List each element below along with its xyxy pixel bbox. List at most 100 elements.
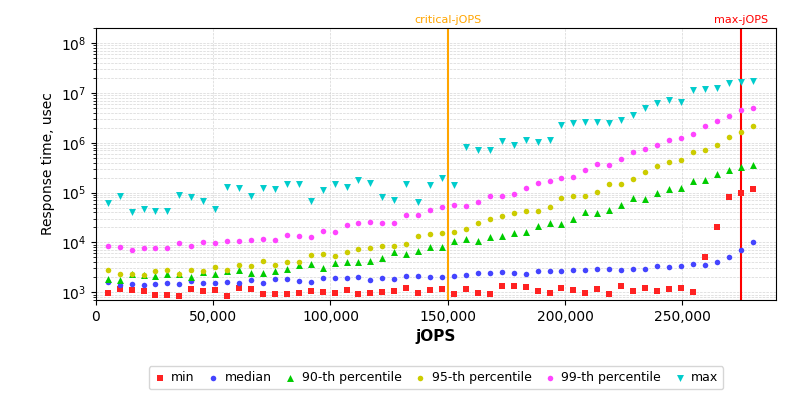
max bbox=[579, 118, 592, 125]
99-th percentile bbox=[638, 146, 651, 152]
99-th percentile bbox=[614, 156, 627, 162]
90-th percentile bbox=[424, 244, 437, 250]
median bbox=[591, 266, 604, 272]
median bbox=[114, 282, 126, 288]
95-th percentile bbox=[197, 268, 210, 274]
95-th percentile bbox=[746, 122, 759, 129]
90-th percentile bbox=[197, 269, 210, 276]
max bbox=[626, 112, 639, 118]
90-th percentile bbox=[734, 163, 747, 170]
90-th percentile bbox=[161, 271, 174, 277]
95-th percentile bbox=[257, 258, 270, 264]
95-th percentile bbox=[722, 134, 735, 140]
median bbox=[650, 263, 663, 270]
95-th percentile bbox=[531, 208, 544, 214]
median bbox=[400, 272, 413, 279]
min bbox=[340, 287, 353, 293]
99-th percentile bbox=[519, 185, 532, 192]
median bbox=[185, 278, 198, 284]
90-th percentile bbox=[650, 190, 663, 196]
max bbox=[376, 194, 389, 200]
max bbox=[161, 208, 174, 214]
max bbox=[221, 184, 234, 190]
median bbox=[149, 280, 162, 287]
95-th percentile bbox=[507, 210, 520, 216]
max bbox=[292, 181, 305, 187]
90-th percentile bbox=[483, 234, 496, 240]
90-th percentile bbox=[400, 251, 413, 257]
90-th percentile bbox=[555, 220, 568, 227]
min bbox=[507, 283, 520, 289]
90-th percentile bbox=[698, 176, 711, 183]
90-th percentile bbox=[626, 195, 639, 201]
min bbox=[173, 293, 186, 299]
median bbox=[555, 268, 568, 274]
90-th percentile bbox=[209, 271, 222, 277]
median bbox=[137, 282, 150, 288]
90-th percentile bbox=[126, 271, 138, 278]
max bbox=[483, 146, 496, 153]
95-th percentile bbox=[412, 233, 425, 240]
90-th percentile bbox=[567, 216, 580, 222]
95-th percentile bbox=[543, 204, 556, 210]
99-th percentile bbox=[233, 238, 246, 245]
90-th percentile bbox=[257, 270, 270, 276]
95-th percentile bbox=[269, 262, 282, 268]
99-th percentile bbox=[364, 218, 377, 225]
99-th percentile bbox=[543, 177, 556, 184]
95-th percentile bbox=[364, 245, 377, 251]
min bbox=[591, 286, 604, 292]
median bbox=[388, 275, 401, 282]
max bbox=[185, 194, 198, 200]
min bbox=[161, 292, 174, 298]
max bbox=[114, 193, 126, 199]
median bbox=[638, 266, 651, 272]
max bbox=[173, 191, 186, 198]
min bbox=[197, 288, 210, 294]
99-th percentile bbox=[257, 236, 270, 242]
min bbox=[662, 286, 675, 292]
min bbox=[471, 290, 484, 296]
max bbox=[567, 120, 580, 126]
90-th percentile bbox=[388, 249, 401, 255]
95-th percentile bbox=[626, 176, 639, 182]
median bbox=[233, 280, 246, 286]
max bbox=[352, 177, 365, 183]
95-th percentile bbox=[149, 268, 162, 274]
max bbox=[388, 197, 401, 204]
99-th percentile bbox=[328, 229, 341, 236]
max bbox=[459, 144, 472, 150]
99-th percentile bbox=[269, 237, 282, 243]
95-th percentile bbox=[316, 251, 329, 257]
95-th percentile bbox=[662, 159, 675, 165]
min bbox=[281, 291, 294, 297]
99-th percentile bbox=[209, 239, 222, 246]
90-th percentile bbox=[173, 271, 186, 277]
median bbox=[352, 274, 365, 281]
max bbox=[495, 138, 508, 144]
min bbox=[674, 285, 687, 292]
99-th percentile bbox=[221, 238, 234, 244]
min bbox=[364, 289, 377, 296]
max bbox=[507, 142, 520, 148]
95-th percentile bbox=[650, 163, 663, 170]
median bbox=[722, 254, 735, 261]
max bbox=[519, 136, 532, 143]
min bbox=[495, 283, 508, 290]
max bbox=[638, 104, 651, 111]
99-th percentile bbox=[316, 228, 329, 234]
90-th percentile bbox=[722, 167, 735, 173]
95-th percentile bbox=[483, 216, 496, 222]
95-th percentile bbox=[591, 188, 604, 195]
max bbox=[126, 209, 138, 215]
Legend: min, median, 90-th percentile, 95-th percentile, 99-th percentile, max: min, median, 90-th percentile, 95-th per… bbox=[149, 366, 723, 389]
90-th percentile bbox=[543, 220, 556, 226]
99-th percentile bbox=[388, 220, 401, 226]
99-th percentile bbox=[102, 243, 114, 250]
99-th percentile bbox=[531, 180, 544, 186]
95-th percentile bbox=[245, 263, 258, 269]
99-th percentile bbox=[292, 233, 305, 240]
max bbox=[233, 184, 246, 191]
min bbox=[459, 286, 472, 292]
max bbox=[209, 206, 222, 213]
